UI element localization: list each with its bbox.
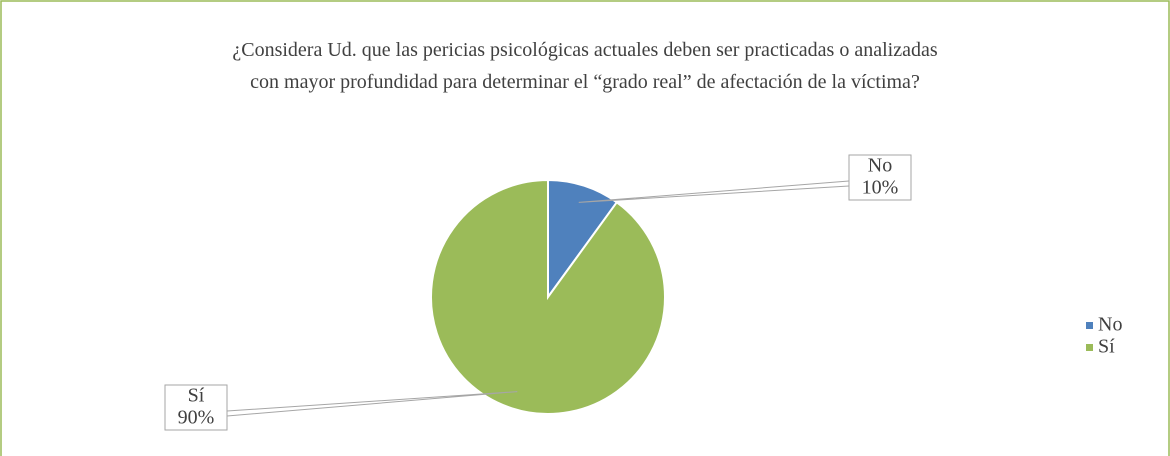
data-label-value: 90%	[178, 407, 215, 429]
data-label-category: Sí	[188, 385, 205, 407]
data-label-category: No	[868, 155, 892, 177]
legend-label: Sí	[1098, 336, 1115, 358]
pie-slice	[547, 178, 619, 301]
leader-line	[578, 180, 850, 203]
legend-swatch	[1086, 322, 1093, 329]
pie-slice	[430, 178, 666, 415]
leader-line	[226, 391, 518, 417]
chart-title: ¿Considera Ud. que las pericias psicológ…	[232, 39, 938, 93]
data-label-box	[164, 384, 228, 431]
legend-label: No	[1098, 314, 1122, 336]
data-label-box	[848, 154, 912, 201]
legend-swatch	[1086, 344, 1093, 351]
data-label-value: 10%	[862, 177, 899, 199]
